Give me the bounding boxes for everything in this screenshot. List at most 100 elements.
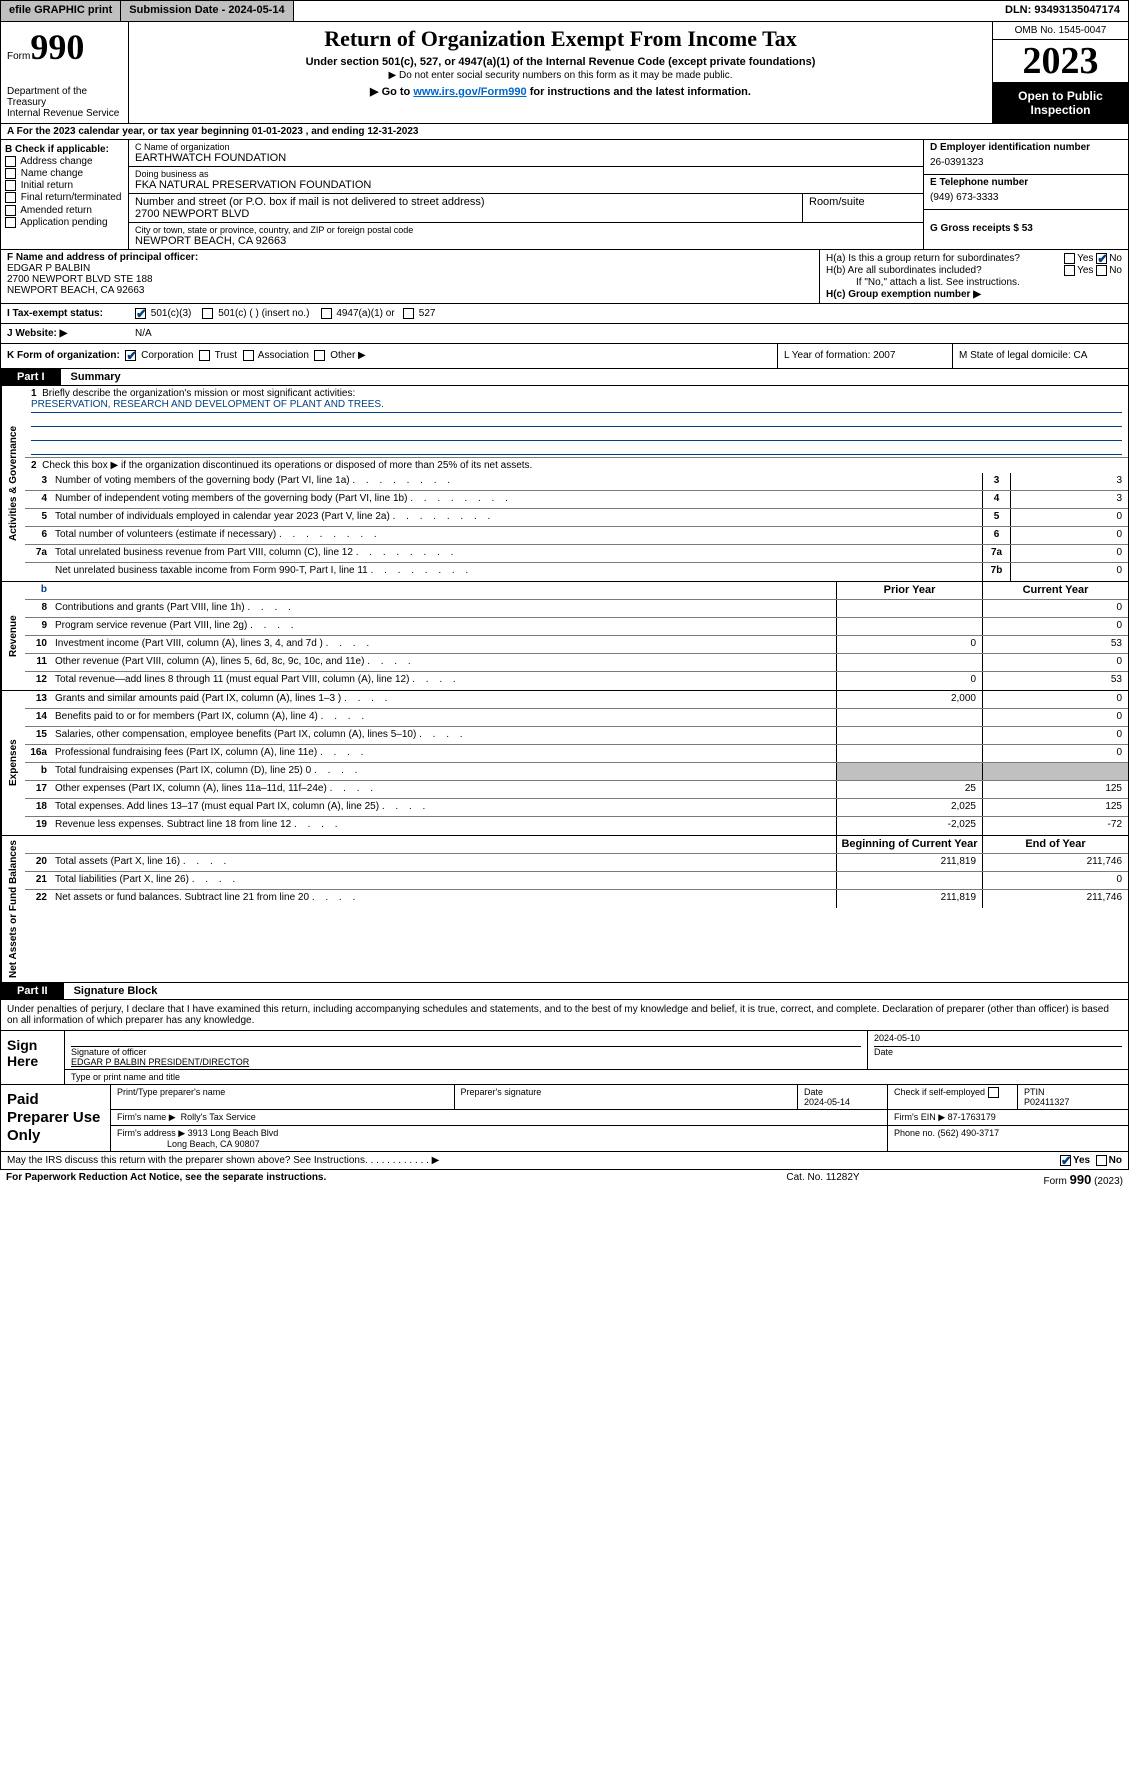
sign-here-label: Sign Here (1, 1031, 65, 1084)
gov-line: 5 Total number of individuals employed i… (25, 509, 1128, 527)
tel-cell: E Telephone number (949) 673-3333 (924, 175, 1128, 210)
prep-date-cell: Date2024-05-14 (798, 1085, 888, 1109)
chk-initial-return[interactable]: Initial return (5, 180, 124, 191)
room-label: Room/suite (809, 196, 917, 208)
data-line: b Total fundraising expenses (Part IX, c… (25, 763, 1128, 781)
city-value: NEWPORT BEACH, CA 92663 (135, 235, 917, 247)
net-body: Beginning of Current Year End of Year 20… (25, 836, 1128, 982)
discuss-yes[interactable] (1060, 1155, 1071, 1166)
sig-date-cell: 2024-05-10 Date (868, 1031, 1128, 1069)
sig-row2: Type or print name and title (65, 1070, 1128, 1084)
data-line: 14 Benefits paid to or for members (Part… (25, 709, 1128, 727)
mission-label: Briefly describe the organization's miss… (42, 388, 355, 399)
officer-name: EDGAR P BALBIN (7, 263, 90, 274)
gov-line: 3 Number of voting members of the govern… (25, 473, 1128, 491)
header-right: OMB No. 1545-0047 2023 Open to Public In… (992, 22, 1128, 123)
chk-corp[interactable] (125, 350, 136, 361)
street-row: Number and street (or P.O. box if mail i… (129, 194, 923, 223)
street-label: Number and street (or P.O. box if mail i… (135, 196, 796, 208)
form-number-block: Form990 (7, 26, 122, 68)
box-h: H(a) Is this a group return for subordin… (820, 250, 1128, 303)
city-row: City or town, state or province, country… (129, 223, 923, 249)
omb-number: OMB No. 1545-0047 (993, 22, 1128, 40)
goto-link[interactable]: www.irs.gov/Form990 (413, 86, 526, 98)
vlabel-net: Net Assets or Fund Balances (1, 836, 25, 982)
page-footer: For Paperwork Reduction Act Notice, see … (0, 1170, 1129, 1189)
mission-blank3 (31, 441, 1122, 455)
mission-text: PRESERVATION, RESEARCH AND DEVELOPMENT O… (31, 399, 1122, 413)
firm-ein-cell: Firm's EIN ▶ 87-1763179 (888, 1110, 1128, 1125)
chk-address-change[interactable]: Address change (5, 156, 124, 167)
prep-body: Print/Type preparer's name Preparer's si… (111, 1085, 1128, 1151)
vlabel-rev: Revenue (1, 582, 25, 690)
submission-date: Submission Date - 2024-05-14 (121, 1, 293, 21)
data-line: 11 Other revenue (Part VIII, column (A),… (25, 654, 1128, 672)
discuss-no[interactable] (1096, 1155, 1107, 1166)
subtitle-1: Under section 501(c), 527, or 4947(a)(1)… (139, 56, 982, 68)
chk-app-pending[interactable]: Application pending (5, 217, 124, 228)
tax-year: 2023 (993, 40, 1128, 83)
rev-header-row: b Prior Year Current Year (25, 582, 1128, 600)
net-rows: 20 Total assets (Part X, line 16) . . . … (25, 854, 1128, 908)
toolbar-spacer (294, 1, 997, 21)
subtitle-2-text: Do not enter social security numbers on … (399, 70, 732, 81)
footer-cat: Cat. No. 11282Y (723, 1172, 923, 1187)
sig-officer-label: Signature of officer (71, 1047, 146, 1057)
hb-yes[interactable] (1064, 265, 1075, 276)
box-m: M State of legal domicile: CA (953, 344, 1128, 367)
entity-block: B Check if applicable: Address change Na… (0, 140, 1129, 250)
chk-501c[interactable] (202, 308, 213, 319)
part1-rev: Revenue b Prior Year Current Year 8 Cont… (0, 582, 1129, 691)
header-left: Form990 Department of the Treasury Inter… (1, 22, 129, 123)
line2: 2 Check this box ▶ if the organization d… (25, 457, 1128, 473)
vlabel-gov: Activities & Governance (1, 386, 25, 581)
chk-4947[interactable] (321, 308, 332, 319)
phone-cell: Phone no. (562) 490-3717 (888, 1126, 1128, 1151)
hb-no[interactable] (1096, 265, 1107, 276)
data-line: 21 Total liabilities (Part X, line 26) .… (25, 872, 1128, 890)
data-line: 12 Total revenue—add lines 8 through 11 … (25, 672, 1128, 690)
tel-value: (949) 673-3333 (930, 188, 1122, 207)
sig-date-label: Date (874, 1047, 893, 1057)
chk-amended[interactable]: Amended return (5, 205, 124, 216)
efile-print-button[interactable]: efile GRAPHIC print (1, 1, 121, 21)
mission-block: 1 Briefly describe the organization's mi… (25, 386, 1128, 457)
ein-cell: D Employer identification number 26-0391… (924, 140, 1128, 175)
chk-501c3[interactable] (135, 308, 146, 319)
street-cell: Number and street (or P.O. box if mail i… (129, 194, 803, 222)
box-c: C Name of organization EARTHWATCH FOUNDA… (129, 140, 923, 249)
officer-addr2: NEWPORT BEACH, CA 92663 (7, 285, 144, 296)
ein-label: D Employer identification number (930, 142, 1122, 153)
chk-assoc[interactable] (243, 350, 254, 361)
col-curr: Current Year (982, 582, 1128, 599)
sign-here-block: Sign Here Signature of officer EDGAR P B… (0, 1031, 1129, 1085)
chk-final-return[interactable]: Final return/terminated (5, 192, 124, 203)
chk-self-employed[interactable] (988, 1087, 999, 1098)
tel-label: E Telephone number (930, 177, 1122, 188)
data-line: 8 Contributions and grants (Part VIII, l… (25, 600, 1128, 618)
form-header: Form990 Department of the Treasury Inter… (0, 22, 1129, 124)
part1-header: Part I Summary (0, 369, 1129, 386)
net-header-row: Beginning of Current Year End of Year (25, 836, 1128, 854)
org-name: EARTHWATCH FOUNDATION (135, 152, 917, 164)
sig-officer-name: EDGAR P BALBIN PRESIDENT/DIRECTOR (71, 1057, 249, 1067)
footer-left: For Paperwork Reduction Act Notice, see … (6, 1172, 723, 1187)
chk-527[interactable] (403, 308, 414, 319)
prep-sig-label: Preparer's signature (455, 1085, 799, 1109)
sig-line[interactable] (71, 1033, 861, 1047)
gov-rows: 3 Number of voting members of the govern… (25, 473, 1128, 581)
data-line: 9 Program service revenue (Part VIII, li… (25, 618, 1128, 636)
ha-yes[interactable] (1064, 253, 1075, 264)
ha-no[interactable] (1096, 253, 1107, 264)
officer-addr1: 2700 NEWPORT BLVD STE 188 (7, 274, 153, 285)
chk-other[interactable] (314, 350, 325, 361)
data-line: 20 Total assets (Part X, line 16) . . . … (25, 854, 1128, 872)
col-prior: Prior Year (836, 582, 982, 599)
box-f: F Name and address of principal officer:… (1, 250, 820, 303)
data-line: 18 Total expenses. Add lines 13–17 (must… (25, 799, 1128, 817)
paid-preparer-block: Paid Preparer Use Only Print/Type prepar… (0, 1085, 1129, 1152)
data-line: 17 Other expenses (Part IX, column (A), … (25, 781, 1128, 799)
col-begin: Beginning of Current Year (836, 836, 982, 853)
chk-name-change[interactable]: Name change (5, 168, 124, 179)
chk-trust[interactable] (199, 350, 210, 361)
